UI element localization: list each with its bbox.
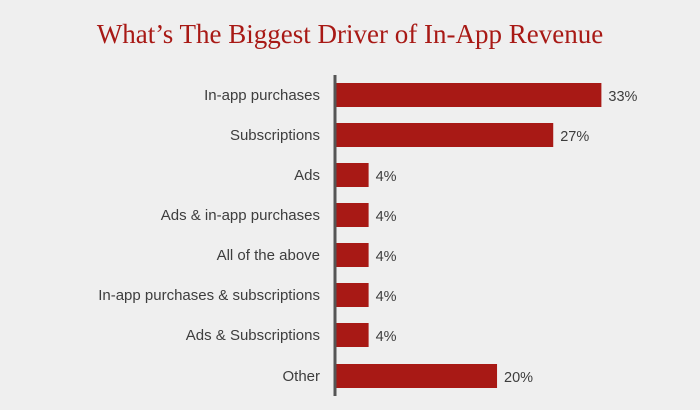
bar <box>336 123 554 147</box>
value-label: 33% <box>608 89 637 105</box>
bar <box>336 283 369 307</box>
value-label: 4% <box>376 249 397 265</box>
category-label: All of the above <box>217 247 320 264</box>
value-label: 4% <box>376 209 397 225</box>
value-label: 4% <box>376 169 397 185</box>
value-label: 27% <box>560 129 589 145</box>
value-label: 4% <box>376 329 397 345</box>
bar <box>336 364 498 388</box>
category-label: Other <box>282 368 320 385</box>
category-label: Ads & Subscriptions <box>186 327 320 344</box>
bar <box>336 323 369 347</box>
value-label: 20% <box>504 370 533 386</box>
category-label: Ads & in-app purchases <box>161 207 320 224</box>
value-label: 4% <box>376 289 397 305</box>
bar <box>336 163 369 187</box>
chart-title: What’s The Biggest Driver of In-App Reve… <box>96 19 604 49</box>
bar <box>336 83 602 107</box>
category-label: Subscriptions <box>230 127 320 144</box>
bar <box>336 243 369 267</box>
category-label: In-app purchases & subscriptions <box>98 287 320 304</box>
category-label: Ads <box>294 167 320 184</box>
bar <box>336 203 369 227</box>
category-label: In-app purchases <box>204 87 320 104</box>
